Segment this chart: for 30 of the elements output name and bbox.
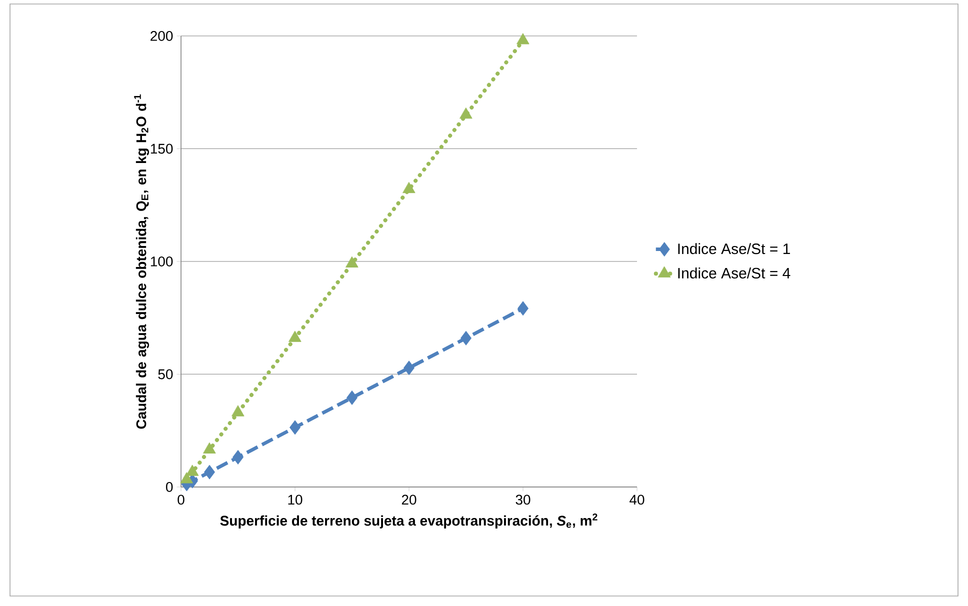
point [346,390,358,405]
point [402,182,416,194]
legend-label: Indice Ase/St = 1 [678,243,790,254]
y-axis-title: Caudal de agua dulce obtenida, Q$_{E}$, en kg H$_{2}$O d$^{-1}$ [134,94,150,429]
y-tick-label: 100 [150,256,173,266]
point [288,330,302,342]
legend-label: Indice Ase/St = 4 [678,267,790,278]
point [180,472,194,484]
point [516,33,530,44]
x-tick-label: 10 [288,494,302,505]
y-tick-label: 0 [166,482,173,492]
point [460,108,472,119]
x-tick-label: 0 [178,494,184,505]
point [518,301,529,316]
point [460,330,472,346]
point [232,450,244,464]
point [346,256,358,268]
x-tick-label: 30 [516,494,530,505]
x-axis-title: Superficie de terreno sujeta a evapotranspiración, S$_{e}$, m$^{2}$ [220,514,598,528]
point [404,360,415,376]
y-tick-label: 50 [158,369,173,380]
point [203,442,216,454]
point [186,464,199,476]
point [204,464,216,480]
x-tick-label: 40 [630,494,644,505]
x-tick-label: 20 [402,494,416,505]
point [232,405,244,416]
y-tick-label: 200 [150,31,173,41]
point [290,420,301,435]
y-tick-label: 150 [150,144,173,154]
